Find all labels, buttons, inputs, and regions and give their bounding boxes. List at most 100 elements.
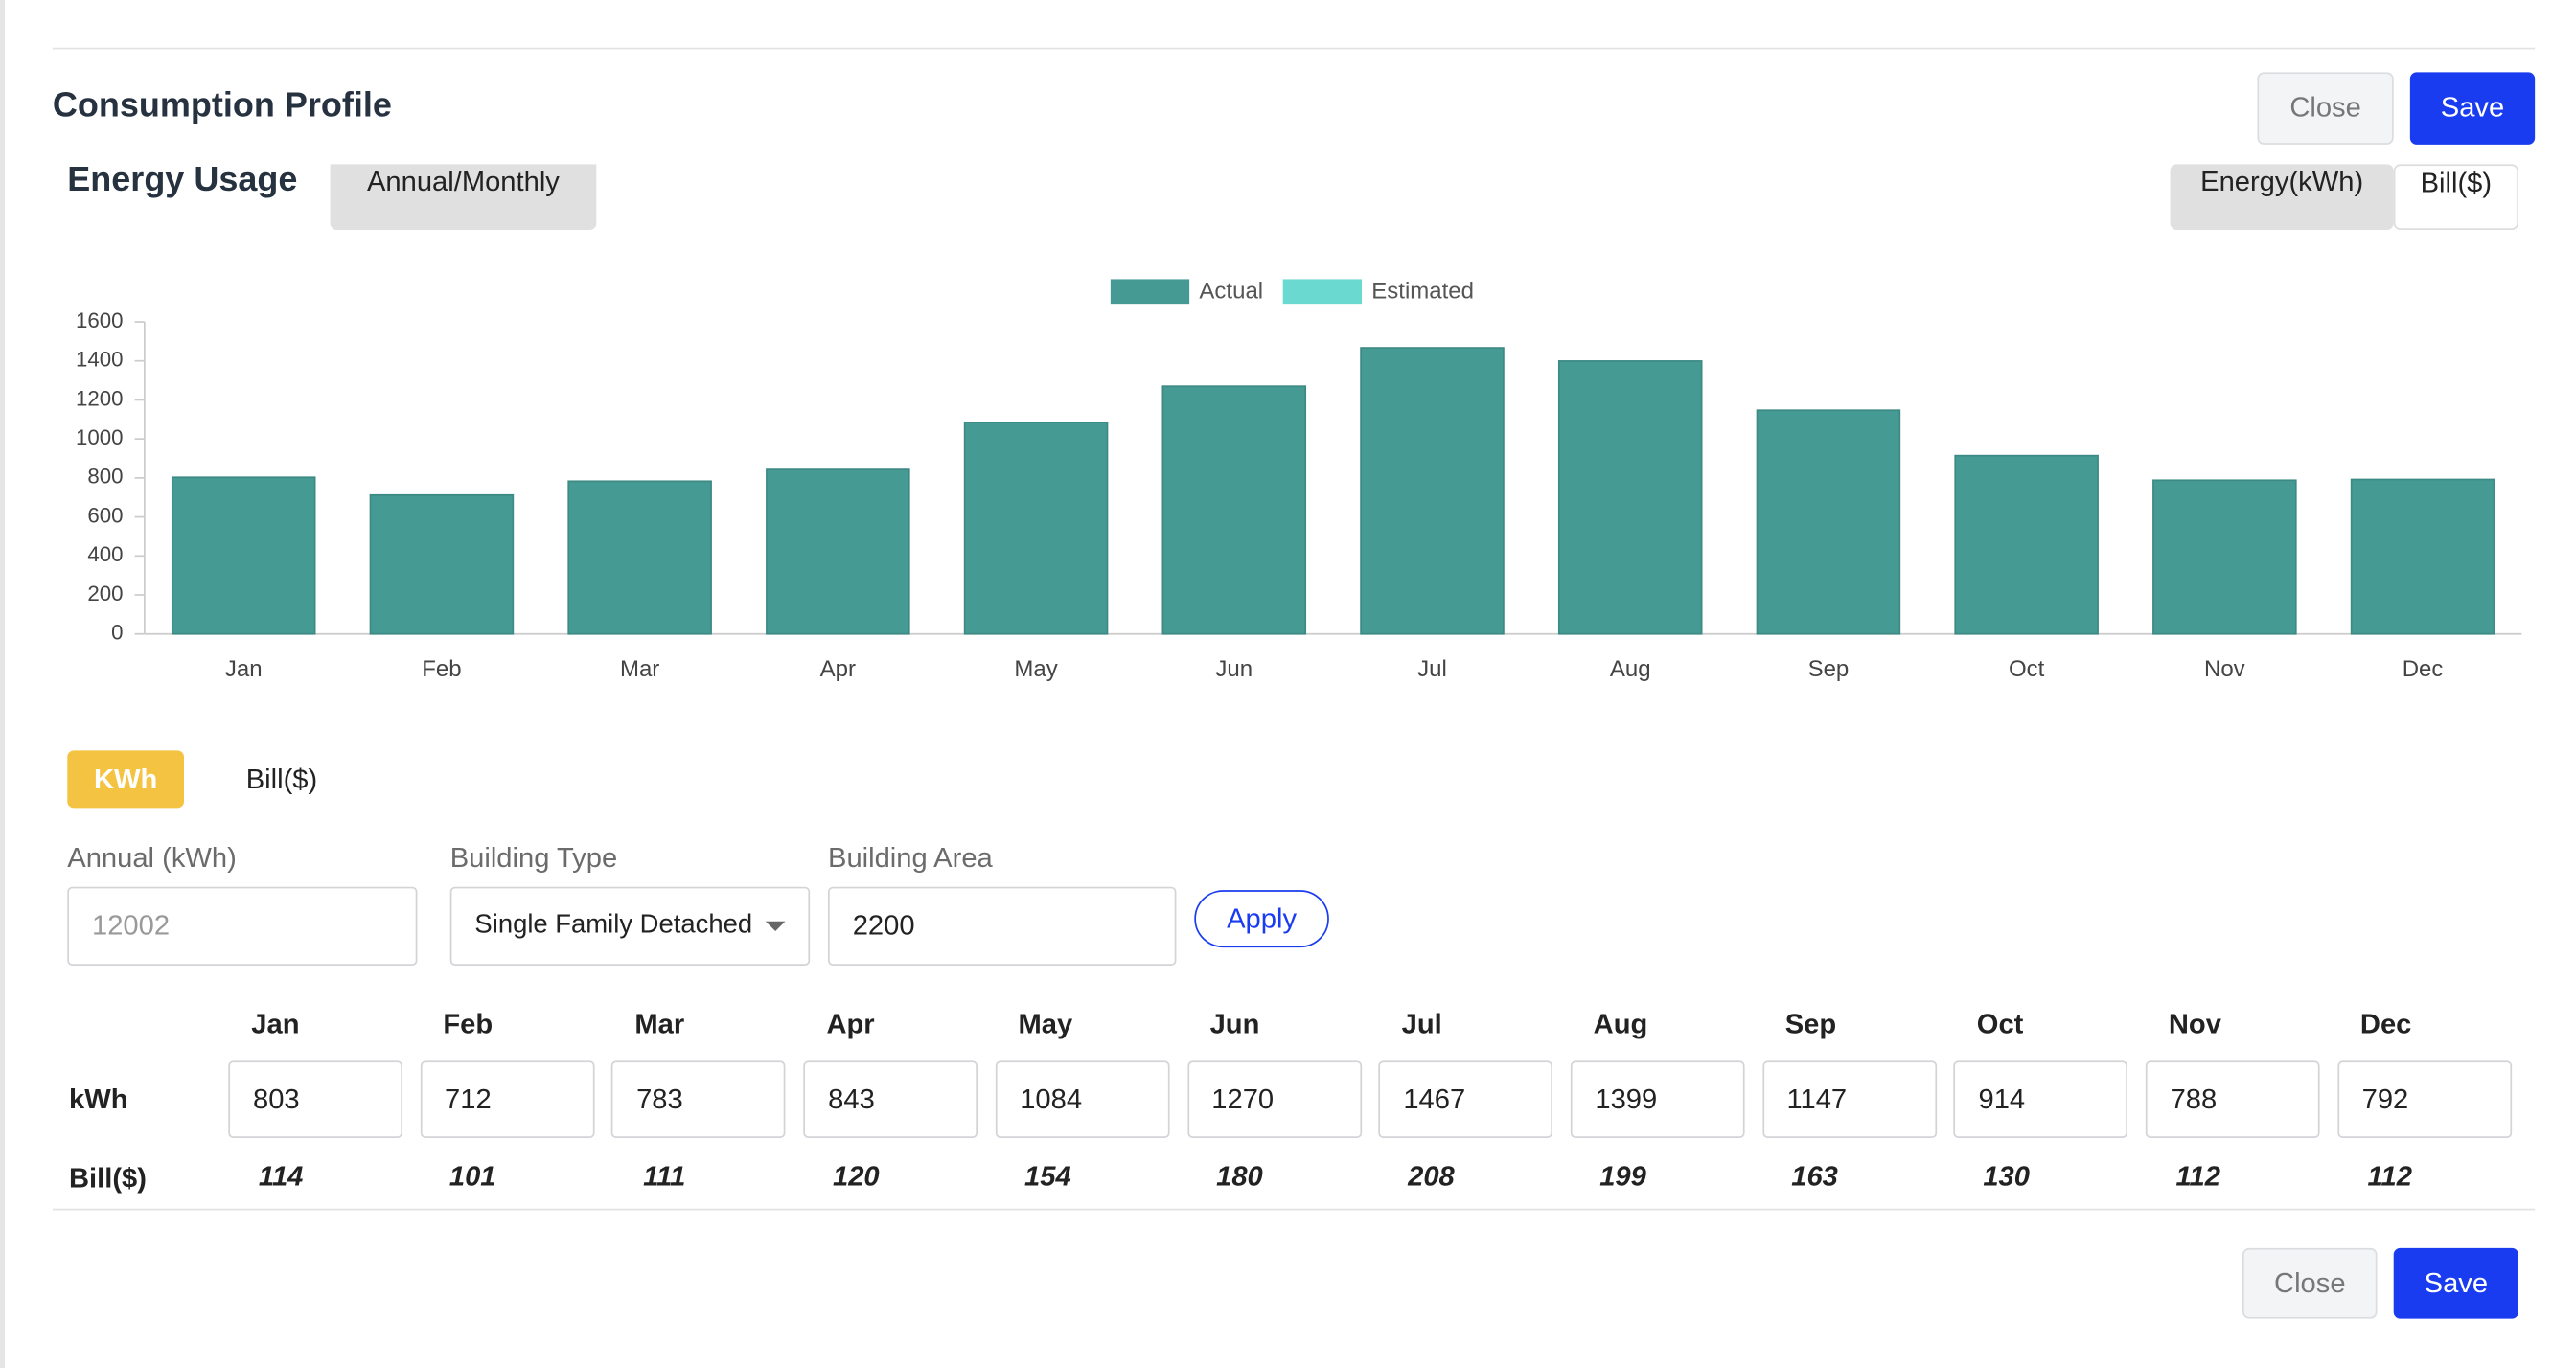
building-type-label: Building Type bbox=[449, 842, 618, 875]
tab[interactable]: Annual/Monthly bbox=[330, 164, 597, 231]
month-header: Sep bbox=[1784, 1008, 1837, 1040]
legend-label: Estimated bbox=[1371, 278, 1474, 304]
month-header: Dec bbox=[2359, 1008, 2412, 1040]
month-header: Apr bbox=[826, 1008, 875, 1040]
x-tick-label: Jul bbox=[1417, 656, 1447, 682]
kwh-input[interactable]: 1084 bbox=[995, 1060, 1170, 1139]
month-header: May bbox=[1018, 1008, 1073, 1040]
y-tick-label: 800 bbox=[87, 465, 123, 489]
x-tick-label: Jun bbox=[1215, 656, 1253, 682]
legend-swatch bbox=[1282, 279, 1362, 305]
bar bbox=[1954, 454, 2099, 635]
close-button[interactable]: Close bbox=[2242, 1247, 2378, 1319]
divider bbox=[52, 47, 2536, 50]
kwh-input[interactable]: 1270 bbox=[1186, 1060, 1362, 1139]
kwh-input[interactable]: 792 bbox=[2336, 1060, 2512, 1139]
building-area-label: Building Area bbox=[828, 842, 993, 875]
month-header: Aug bbox=[1593, 1008, 1648, 1040]
month-header: Nov bbox=[2168, 1008, 2221, 1040]
bar bbox=[1162, 385, 1307, 635]
kwh-input[interactable]: 803 bbox=[228, 1060, 403, 1139]
building-area-input[interactable]: 2200 bbox=[828, 886, 1177, 967]
save-button[interactable]: Save bbox=[2393, 1247, 2519, 1319]
divider bbox=[52, 1208, 2536, 1211]
kwh-input[interactable]: 914 bbox=[1953, 1060, 2128, 1139]
x-tick-label: Feb bbox=[422, 656, 461, 682]
month-header: Oct bbox=[1976, 1008, 2024, 1040]
kwh-input[interactable]: 1467 bbox=[1378, 1060, 1553, 1139]
bar bbox=[1360, 347, 1505, 635]
unit-tab-kwh[interactable]: KWh bbox=[67, 750, 185, 809]
legend-label: Actual bbox=[1199, 278, 1263, 304]
unit-tab-bill[interactable]: Bill($) bbox=[245, 763, 318, 794]
bill-value: 111 bbox=[643, 1161, 686, 1193]
bill-value: 154 bbox=[1024, 1161, 1071, 1193]
x-tick-label: Mar bbox=[620, 656, 659, 682]
chart: 0 200 400 600 800 1000 1200 1400 1600 Actual Estim… bbox=[76, 278, 2522, 682]
y-tick-label: 400 bbox=[87, 542, 123, 566]
bill-value: 130 bbox=[1983, 1161, 2030, 1193]
bar bbox=[766, 468, 910, 635]
kwh-input[interactable]: 783 bbox=[611, 1060, 787, 1139]
bill-value: 208 bbox=[1408, 1161, 1455, 1193]
y-tick-label: 1000 bbox=[76, 425, 124, 449]
bar bbox=[567, 480, 712, 635]
y-tick-label: 1200 bbox=[76, 386, 124, 410]
kwh-input[interactable]: 788 bbox=[2145, 1060, 2320, 1139]
kwh-input[interactable]: 712 bbox=[420, 1060, 595, 1139]
row-label: kWh bbox=[69, 1083, 128, 1116]
annual-label: Annual (kWh) bbox=[67, 842, 237, 875]
x-tick-label: Dec bbox=[2403, 656, 2444, 682]
x-tick-label: Nov bbox=[2204, 656, 2245, 682]
modal-title: Consumption Profile bbox=[52, 86, 392, 125]
building-type-select[interactable]: Single Family Detached bbox=[449, 886, 811, 967]
bar bbox=[2152, 479, 2297, 635]
building-type-value: Single Family Detached bbox=[474, 911, 753, 940]
bar bbox=[1557, 360, 1703, 635]
apply-button[interactable]: Apply bbox=[1194, 890, 1329, 948]
bar bbox=[2350, 478, 2496, 635]
bill-value: 180 bbox=[1216, 1161, 1263, 1193]
y-tick-label: 0 bbox=[111, 621, 123, 645]
x-tick-label: Oct bbox=[2009, 656, 2045, 682]
close-button[interactable]: Close bbox=[2257, 72, 2394, 145]
bill-value: 199 bbox=[1599, 1161, 1646, 1193]
y-tick-label: 600 bbox=[87, 503, 123, 527]
bar bbox=[1756, 409, 1901, 635]
bar bbox=[963, 422, 1109, 635]
bill-value: 120 bbox=[832, 1161, 880, 1193]
row-label: Bill($) bbox=[69, 1162, 147, 1195]
bill-value: 163 bbox=[1791, 1161, 1838, 1193]
bill-value: 112 bbox=[2175, 1161, 2220, 1193]
y-tick-label: 1600 bbox=[76, 308, 124, 332]
bar bbox=[369, 493, 515, 635]
bill-value: 101 bbox=[448, 1161, 496, 1193]
bill-value: 114 bbox=[258, 1161, 304, 1193]
save-button[interactable]: Save bbox=[2409, 72, 2536, 145]
backdrop-edge bbox=[0, 0, 6, 1368]
x-tick-label: Jan bbox=[225, 656, 263, 682]
month-header: Jun bbox=[1209, 1008, 1260, 1040]
x-tick-label: Sep bbox=[1808, 656, 1850, 682]
y-tick-label: 200 bbox=[87, 581, 123, 605]
month-header: Jul bbox=[1401, 1008, 1442, 1040]
month-header: Mar bbox=[634, 1008, 685, 1040]
bill-value: 112 bbox=[2367, 1161, 2412, 1193]
toggle-energy[interactable]: Energy(kWh) bbox=[2170, 164, 2394, 231]
bar bbox=[171, 476, 316, 635]
section-title: Energy Usage bbox=[67, 161, 298, 199]
month-header: Feb bbox=[443, 1008, 494, 1040]
kwh-input[interactable]: 1399 bbox=[1570, 1060, 1745, 1139]
x-tick-label: Aug bbox=[1610, 656, 1651, 682]
annual-input[interactable]: 12002 bbox=[67, 886, 418, 967]
caret bbox=[765, 921, 786, 932]
month-header: Jan bbox=[251, 1008, 300, 1040]
x-tick-label: Apr bbox=[820, 656, 856, 682]
legend-swatch bbox=[1110, 279, 1190, 305]
kwh-input[interactable]: 843 bbox=[803, 1060, 978, 1139]
x-tick-label: May bbox=[1014, 656, 1057, 682]
toggle-bill[interactable]: Bill($) bbox=[2393, 164, 2519, 231]
kwh-input[interactable]: 1147 bbox=[1761, 1060, 1937, 1139]
